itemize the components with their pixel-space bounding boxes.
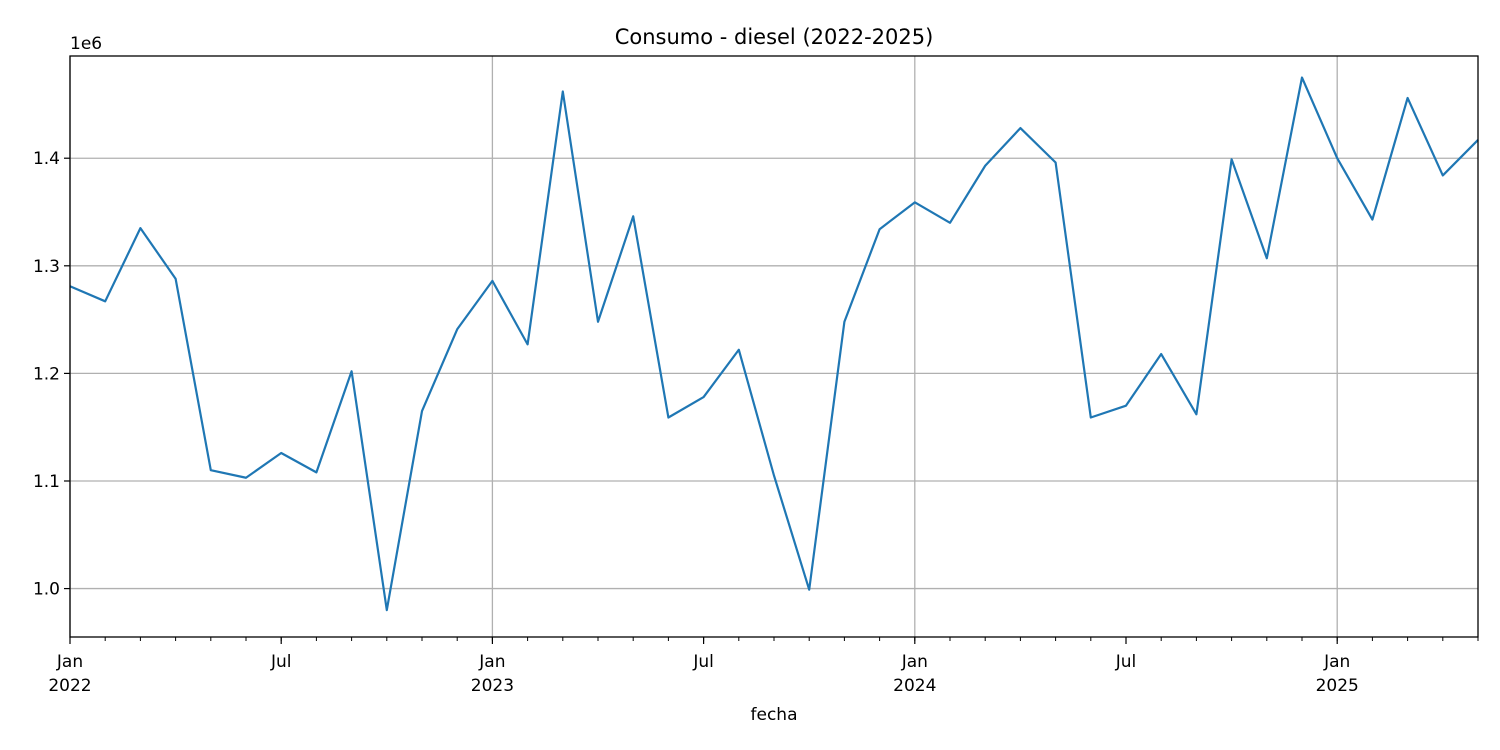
x-tick-label: Jan	[901, 652, 928, 672]
x-tick-label: Jan	[1323, 652, 1350, 672]
y-tick-label: 1.4	[33, 149, 60, 169]
data-point	[1123, 403, 1129, 409]
data-point	[208, 467, 214, 473]
y-tick-label: 1.2	[33, 364, 60, 384]
data-point	[1158, 351, 1164, 357]
data-point	[349, 368, 355, 374]
x-tick-label: Jan	[56, 652, 83, 672]
data-point	[560, 89, 566, 95]
data-point	[489, 278, 495, 284]
data-point	[736, 347, 742, 353]
y-offset-label: 1e6	[70, 34, 102, 54]
x-tick-label: Jul	[692, 652, 714, 672]
data-point	[419, 408, 425, 414]
grid	[69, 56, 1478, 637]
data-point	[665, 415, 671, 421]
data-point	[384, 607, 390, 613]
data-point	[1334, 155, 1340, 161]
series-line	[69, 76, 1479, 612]
y-tick-label: 1.3	[33, 257, 60, 277]
data-point	[278, 450, 284, 456]
data-point	[595, 319, 601, 325]
x-tick-year-label: 2023	[471, 676, 514, 696]
data-point	[982, 163, 988, 169]
data-point	[1440, 172, 1446, 178]
data-point	[1088, 415, 1094, 421]
y-axis: 1.0 1.1 1.2 1.3 1.4	[33, 149, 70, 600]
x-tick-label: Jul	[1115, 652, 1137, 672]
data-point	[841, 319, 847, 325]
data-point	[1193, 411, 1199, 417]
data-point	[947, 220, 953, 226]
data-point	[102, 298, 108, 304]
series-layer	[69, 75, 1479, 613]
data-point	[630, 213, 636, 219]
data-point	[912, 199, 918, 205]
data-point	[1017, 125, 1023, 131]
data-point	[1299, 75, 1305, 81]
x-tick-label: Jul	[270, 652, 292, 672]
data-point	[1264, 255, 1270, 261]
data-point	[313, 469, 319, 475]
data-point	[173, 276, 179, 282]
data-point	[1229, 156, 1235, 162]
data-point	[701, 394, 707, 400]
data-point	[1053, 160, 1059, 166]
x-tick-year-label: 2025	[1316, 676, 1359, 696]
plot-frame	[69, 55, 1479, 638]
x-tick-year-label: 2022	[48, 676, 91, 696]
data-point	[806, 587, 812, 593]
x-tick-year-label: 2024	[893, 676, 936, 696]
data-point	[525, 341, 531, 347]
x-tick-label: Jan	[478, 652, 505, 672]
x-axis-label: fecha	[751, 705, 798, 725]
y-tick-label: 1.0	[33, 580, 60, 600]
data-point	[243, 475, 249, 481]
data-point	[137, 225, 143, 231]
data-point	[1405, 95, 1411, 101]
data-point	[877, 226, 883, 232]
data-point	[454, 326, 460, 332]
x-axis: Jan 2022 Jul Jan 2023 Jul Jan 2024 Jul Jan 2025	[48, 637, 1479, 696]
chart-title: Consumo - diesel (2022-2025)	[615, 25, 934, 49]
data-point	[1369, 217, 1375, 223]
y-tick-label: 1.1	[33, 472, 60, 492]
data-point	[771, 473, 777, 479]
